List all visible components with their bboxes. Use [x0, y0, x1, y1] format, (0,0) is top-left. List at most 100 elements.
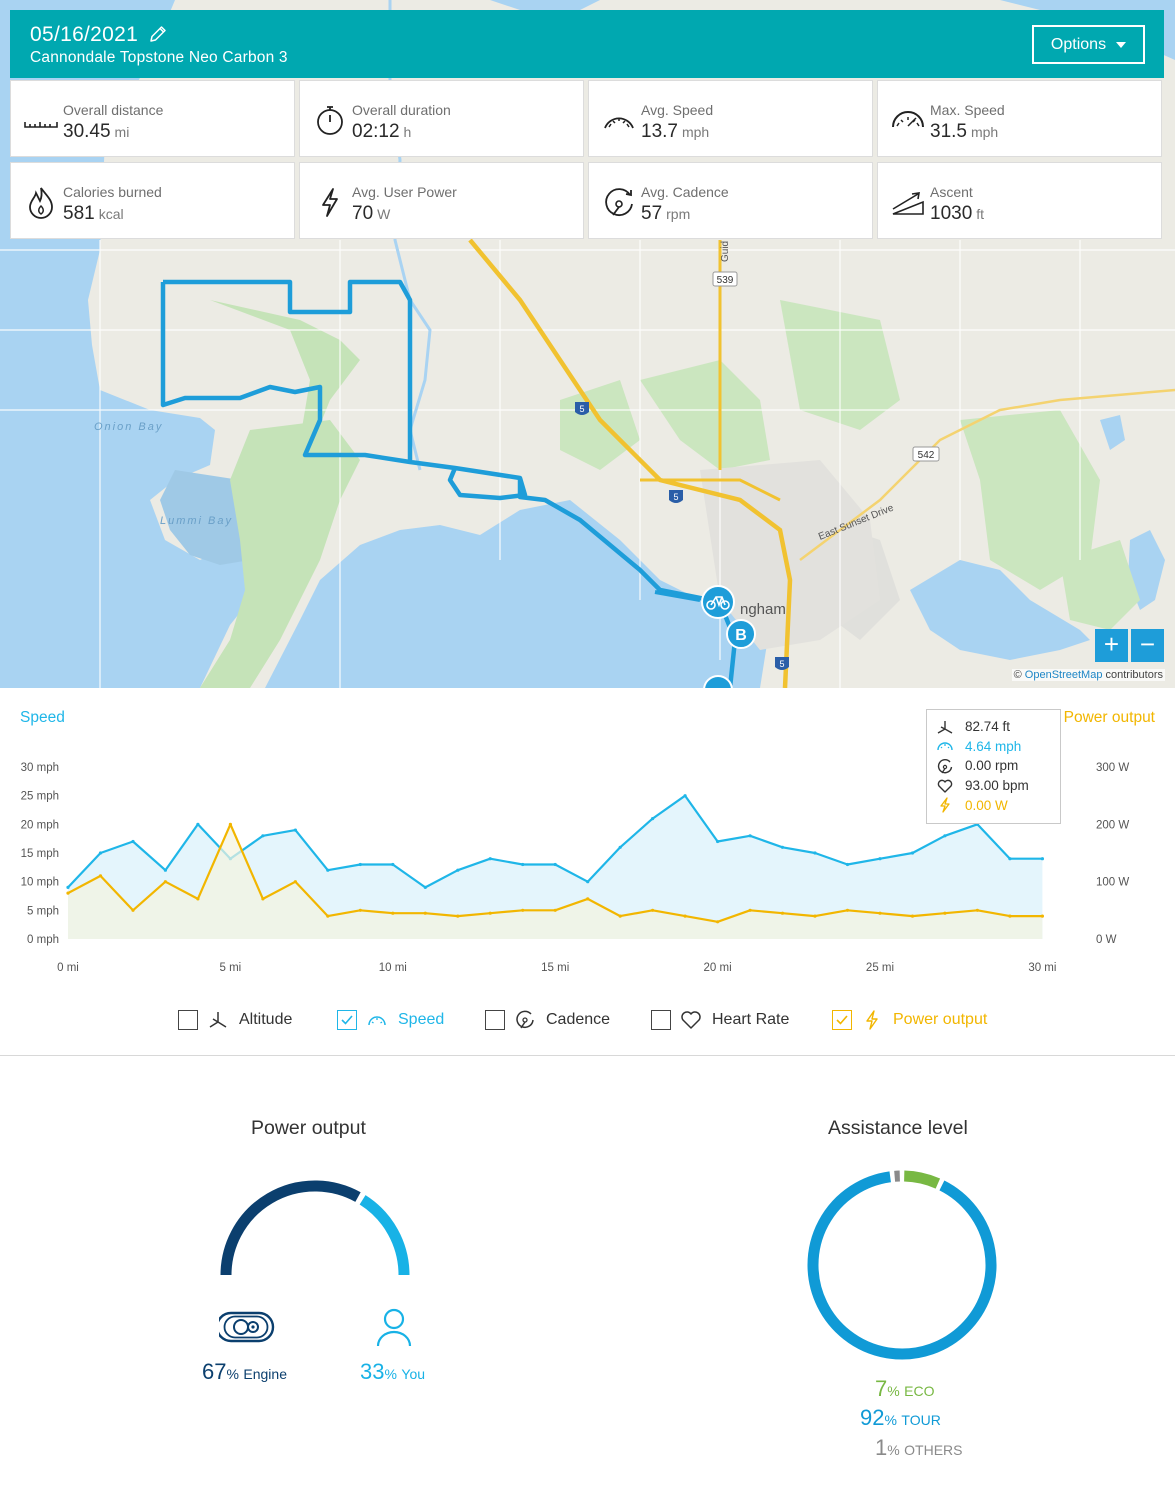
flame-icon [29, 187, 53, 219]
power-data-point [358, 908, 362, 912]
cadence-checkbox[interactable] [485, 1010, 505, 1030]
power-axis-title: Power output [1063, 709, 1155, 726]
speed-data-point [326, 868, 330, 872]
x-tick-label: 30 mi [1028, 962, 1056, 974]
power-output-title: Power output [251, 1117, 366, 1139]
legend-power-output[interactable]: Power output [832, 1006, 987, 1034]
pct-sign: % [226, 1366, 239, 1382]
stat-label: Calories burned [63, 184, 162, 200]
power-data-point [878, 911, 882, 915]
speed-data-point [488, 857, 492, 861]
speed-data-point [748, 834, 752, 838]
lightning-icon [940, 797, 950, 813]
power-data-point [813, 914, 817, 918]
power-data-point [456, 914, 460, 918]
ride-chart[interactable]: 0 mph 5 mph 10 mph 15 mph 20 mph 25 mph 30 mph… [0, 688, 1175, 1056]
speed-data-point [423, 885, 427, 889]
legend-label: Speed [398, 1011, 445, 1028]
tour-label: TOUR [901, 1412, 941, 1428]
speed-data-point [358, 862, 362, 867]
speed-data-point [618, 845, 622, 849]
power-data-point [1040, 914, 1044, 918]
speed-axis-title: Speed [20, 709, 65, 726]
assistance-donut [807, 1170, 997, 1360]
legend-cadence[interactable]: Cadence [485, 1006, 610, 1034]
edit-pencil-icon[interactable] [148, 24, 168, 44]
speed-data-point [683, 794, 687, 798]
legend-label: Cadence [546, 1011, 611, 1028]
stat-avg-cadence: Avg. Cadence 57 rpm [588, 162, 873, 239]
end-marker-b[interactable] [726, 619, 756, 649]
engine-pct-value: 67 [202, 1359, 227, 1384]
max-speed-icon [892, 111, 926, 135]
stat-value: 57 [641, 203, 663, 224]
tour-segment [807, 1171, 997, 1360]
eco-pct-value: 7 [875, 1376, 888, 1401]
engine-icon [219, 1311, 275, 1343]
altitude-icon [209, 1012, 227, 1028]
legend-altitude[interactable]: Altitude [178, 1006, 292, 1034]
speed-checkbox[interactable] [337, 1010, 357, 1030]
pct-sign: % [884, 1412, 897, 1428]
stat-label: Max. Speed [930, 102, 1005, 118]
ride-date: 05/16/2021 [30, 23, 139, 46]
road-539-label: 539 [717, 275, 734, 286]
y-left-tick-label: 5 mph [27, 905, 59, 917]
altitude-icon [937, 720, 953, 734]
power-data-point [683, 914, 687, 918]
stat-avg-speed: Avg. Speed 13.7 mph [588, 80, 873, 157]
tour-percentage: 92% TOUR [860, 1405, 941, 1431]
rider-person-icon [376, 1308, 412, 1347]
speed-power-chart[interactable]: 0 mph 5 mph 10 mph 15 mph 20 mph 25 mph 30 mph… [0, 688, 1175, 988]
stat-label: Overall distance [63, 102, 164, 118]
speed-data-point [98, 851, 103, 855]
speed-data-point [878, 857, 882, 861]
pct-sign: % [384, 1366, 397, 1382]
power-data-point [131, 908, 135, 912]
stat-unit: mi [114, 124, 130, 140]
legend-heart-rate[interactable]: Heart Rate [651, 1006, 789, 1034]
speed-data-point [845, 862, 850, 867]
speed-data-point [163, 868, 167, 872]
speed-data-point [261, 834, 265, 838]
speed-data-point [521, 862, 525, 867]
speed-data-point [813, 851, 817, 855]
y-right-tick-label: 300 W [1096, 762, 1129, 774]
stat-value: 13.7 [641, 121, 678, 142]
speed-data-point [1040, 857, 1044, 861]
guide-road-label: Guid [720, 241, 731, 262]
bike-name: Cannondale Topstone Neo Carbon 3 [30, 49, 288, 66]
stat-unit: ft [976, 206, 985, 222]
altitude-checkbox[interactable] [178, 1010, 198, 1030]
caret-down-icon [1116, 41, 1127, 48]
openstreetmap-link[interactable]: OpenStreetMap [1024, 669, 1103, 681]
i5-label-3: 5 [779, 659, 784, 669]
stopwatch-icon [317, 106, 343, 135]
x-tick-label: 25 mi [866, 962, 894, 974]
assistance-level-title: Assistance level [828, 1117, 968, 1139]
zoom-out-button[interactable]: − [1131, 629, 1164, 662]
options-label: Options [1050, 35, 1107, 53]
map-attribution: © OpenStreetMap contributors [1011, 669, 1165, 681]
stat-label: Avg. Speed [641, 102, 714, 118]
power-data-point [391, 911, 395, 915]
waypoint-marker[interactable] [703, 675, 733, 688]
stat-value: 31.5 [930, 121, 967, 142]
stat-overall-duration: Overall duration 02:12 h [299, 80, 584, 157]
legend-speed[interactable]: Speed [337, 1006, 444, 1034]
speed-data-point [196, 822, 200, 826]
heart-rate-checkbox[interactable] [651, 1010, 671, 1030]
engine-label: Engine [243, 1366, 287, 1382]
power-data-point [326, 914, 330, 918]
options-button[interactable]: Options [1032, 25, 1145, 64]
power-checkbox[interactable] [832, 1010, 852, 1030]
zoom-in-button[interactable]: + [1095, 629, 1128, 662]
speed-data-point [131, 839, 135, 844]
eco-percentage: 7% ECO [875, 1376, 935, 1402]
legend-label: Heart Rate [712, 1011, 790, 1028]
stat-value: 02:12 [352, 121, 400, 142]
ruler-icon [24, 122, 58, 128]
y-right-tick-label: 200 W [1096, 819, 1129, 831]
power-area [68, 824, 1043, 939]
stat-unit: mph [681, 124, 710, 140]
